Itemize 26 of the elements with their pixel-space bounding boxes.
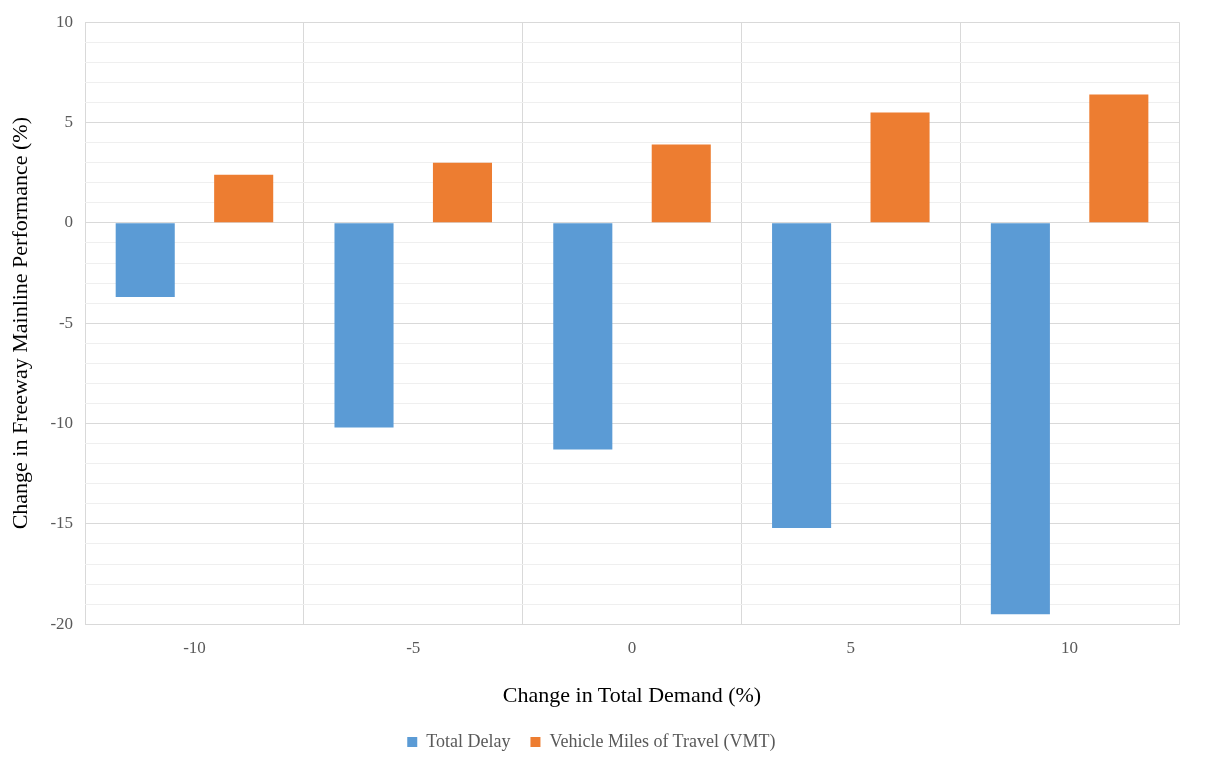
y-tick-label: -15 (50, 513, 74, 533)
y-tick-label: 0 (64, 212, 74, 232)
bar (1089, 94, 1149, 223)
y-tick-label: -20 (50, 613, 74, 633)
y-axis-title: Change in Freeway Mainline Performance (%) (6, 117, 32, 530)
x-tick-label: 5 (846, 637, 856, 657)
legend-label: Total Delay (426, 730, 511, 751)
bar (870, 112, 930, 223)
y-tick-label: 5 (64, 112, 74, 131)
x-tick-label: 0 (627, 637, 637, 657)
y-tick-label: 10 (56, 11, 74, 31)
bar (990, 223, 1050, 615)
bar (772, 223, 832, 528)
x-tick-label: -10 (183, 637, 206, 657)
bar (553, 223, 613, 450)
bar (334, 223, 394, 428)
bar (115, 223, 175, 298)
y-tick-label: -10 (50, 413, 74, 432)
x-tick-label: -5 (406, 637, 421, 657)
x-axis-title: Change in Total Demand (%) (502, 681, 762, 707)
bar (214, 174, 274, 223)
y-tick-label: -5 (58, 312, 74, 332)
bar (432, 162, 493, 223)
legend-label: Vehicle Miles of Travel (VMT) (549, 730, 776, 752)
x-tick-label: 10 (1061, 637, 1079, 657)
bar (651, 144, 711, 223)
